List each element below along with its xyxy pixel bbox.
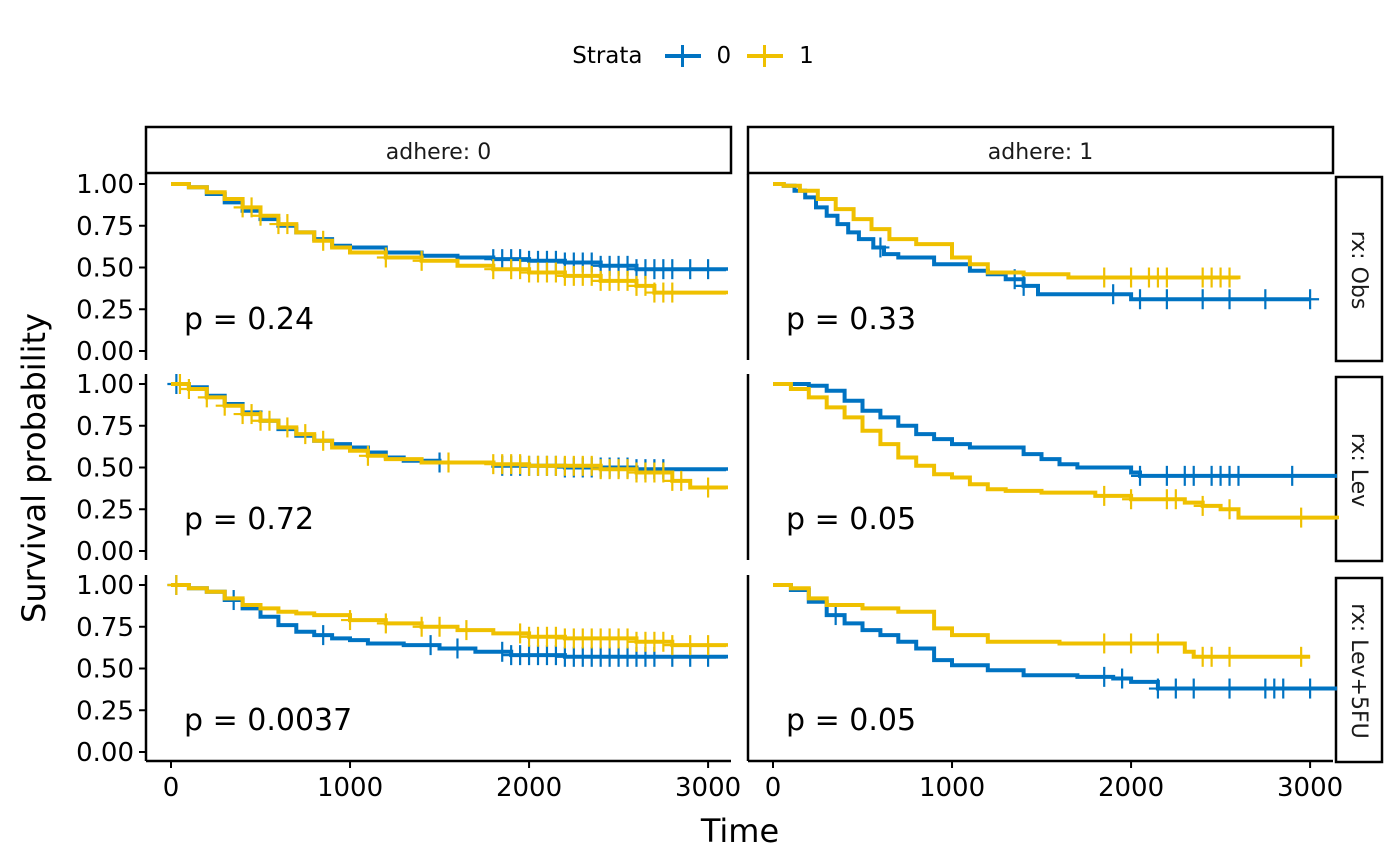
pvalue-label-1: p = 0.33 bbox=[786, 302, 916, 337]
strip-col-label-1: adhere: 1 bbox=[988, 140, 1093, 165]
strip-col-0 bbox=[144, 125, 733, 175]
pvalue-label-2: p = 0.72 bbox=[184, 502, 314, 537]
y-tick-label-2-1: 0.25 bbox=[76, 696, 134, 726]
panel-1: p = 0.33 bbox=[773, 182, 1320, 337]
y-tick-label-0-2: 0.50 bbox=[76, 254, 134, 284]
pvalue-label-4: p = 0.0037 bbox=[184, 703, 352, 738]
strip-row-1 bbox=[1334, 375, 1384, 563]
panel-2: p = 0.72 bbox=[167, 374, 728, 537]
y-tick-label-0-0: 0.00 bbox=[76, 337, 134, 367]
legend-key-0 bbox=[663, 44, 703, 68]
legend-title: Strata bbox=[572, 43, 643, 69]
legend-label-0: 0 bbox=[716, 43, 732, 69]
y-tick-label-2-3: 0.75 bbox=[76, 613, 134, 643]
x-tick-label-0-1: 1000 bbox=[317, 773, 383, 803]
strip-row-2 bbox=[1334, 576, 1384, 764]
y-tick-label-1-2: 0.50 bbox=[76, 454, 134, 484]
y-tick-label-0-1: 0.25 bbox=[76, 295, 134, 325]
legend-label-1: 1 bbox=[799, 43, 814, 69]
pvalue-label-5: p = 0.05 bbox=[786, 703, 916, 738]
legend: Strata 0 1 bbox=[0, 38, 1400, 74]
strip-row-label-1: rx: Lev bbox=[1346, 433, 1371, 507]
strip-row-label-2: rx: Lev+5FU bbox=[1346, 603, 1371, 739]
legend-item-1: 1 bbox=[745, 43, 814, 69]
strip-row-label-0: rx: Obs bbox=[1346, 231, 1371, 310]
pvalue-label-3: p = 0.05 bbox=[786, 502, 916, 537]
y-tick-label-0-3: 0.75 bbox=[76, 212, 134, 242]
x-tick-label-1-2: 2000 bbox=[1098, 773, 1164, 803]
km-curve-5-strata-0 bbox=[773, 583, 1337, 691]
y-axis-title: Survival probability bbox=[15, 313, 53, 623]
km-curve-0-strata-1 bbox=[171, 182, 728, 295]
km-curve-5-strata-1 bbox=[773, 583, 1311, 659]
y-tick-label-2-0: 0.00 bbox=[76, 738, 134, 768]
km-curve-1-strata-1 bbox=[773, 182, 1241, 280]
strip-row-0 bbox=[1334, 175, 1384, 363]
strip-col-1 bbox=[746, 125, 1335, 175]
panel-5: p = 0.05 bbox=[773, 583, 1337, 738]
x-axis-title: Time bbox=[700, 812, 779, 850]
x-tick-label-1-1: 1000 bbox=[919, 773, 985, 803]
legend-key-1 bbox=[745, 44, 785, 68]
strip-col-label-0: adhere: 0 bbox=[386, 140, 491, 165]
panel-3: p = 0.05 bbox=[773, 382, 1339, 537]
x-tick-label-0-3: 3000 bbox=[675, 773, 741, 803]
legend-item-0: 0 bbox=[663, 43, 732, 69]
panel-4: p = 0.0037 bbox=[167, 575, 728, 738]
km-curve-4-strata-1 bbox=[171, 583, 728, 648]
x-tick-label-1-0: 0 bbox=[765, 773, 782, 803]
y-tick-label-1-3: 0.75 bbox=[76, 412, 134, 442]
y-tick-label-2-2: 0.50 bbox=[76, 655, 134, 685]
y-tick-label-1-0: 0.00 bbox=[76, 537, 134, 567]
x-tick-label-1-3: 3000 bbox=[1277, 773, 1343, 803]
panel-0: p = 0.24 bbox=[171, 182, 728, 337]
km-curve-3-strata-0 bbox=[773, 382, 1337, 478]
x-tick-label-0-2: 2000 bbox=[496, 773, 562, 803]
x-tick-label-0-0: 0 bbox=[163, 773, 180, 803]
km-curve-3-strata-1 bbox=[773, 382, 1339, 520]
km-curve-0-strata-0 bbox=[171, 182, 728, 272]
y-tick-label-1-1: 0.25 bbox=[76, 495, 134, 525]
legend-censor-1 bbox=[763, 45, 767, 67]
y-tick-label-1-4: 1.00 bbox=[76, 370, 134, 400]
pvalue-label-0: p = 0.24 bbox=[184, 302, 314, 337]
y-tick-label-0-4: 1.00 bbox=[76, 170, 134, 200]
y-tick-label-2-4: 1.00 bbox=[76, 571, 134, 601]
legend-censor-0 bbox=[680, 45, 684, 67]
